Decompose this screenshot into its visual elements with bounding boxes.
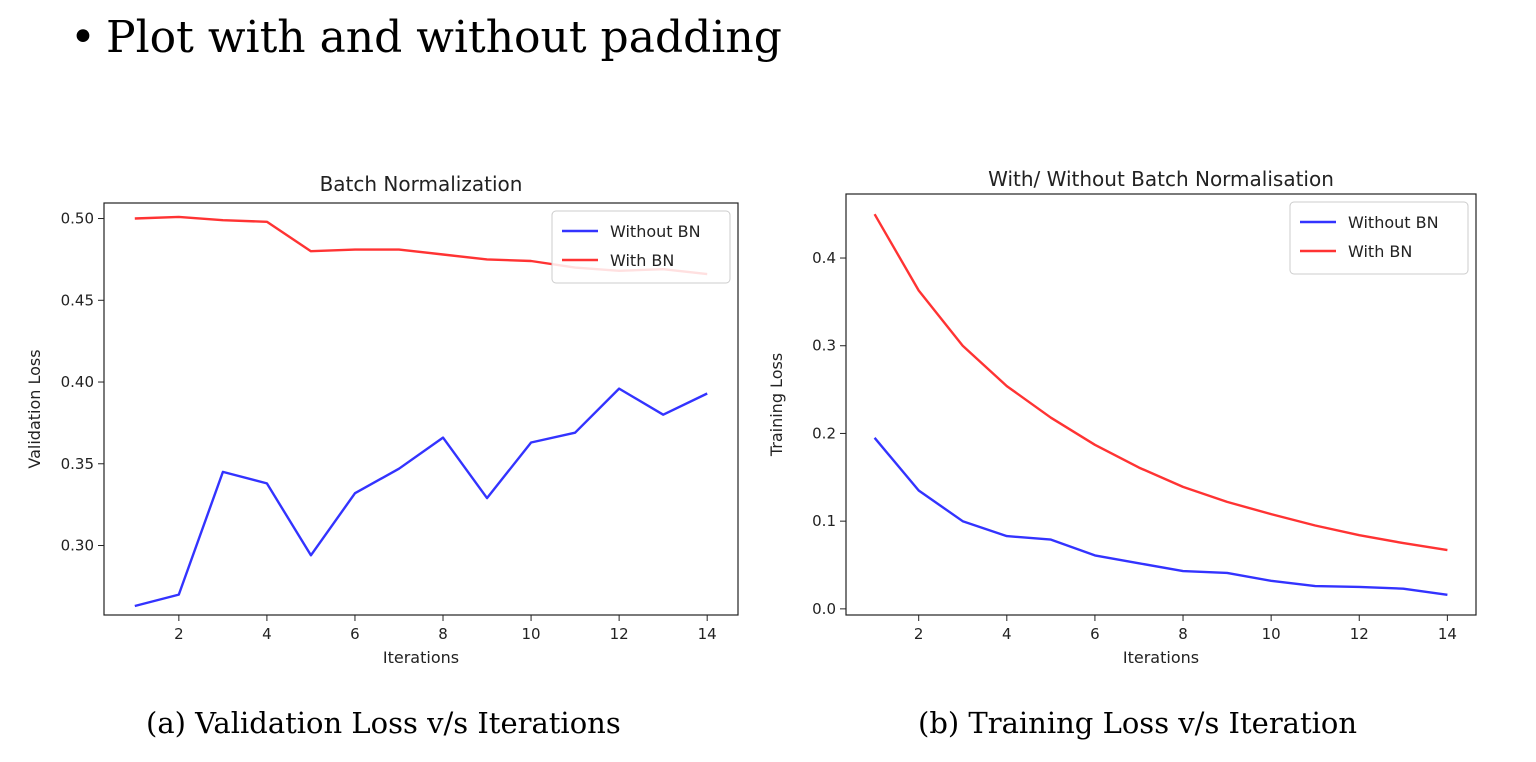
y-tick-label: 0.4: [812, 249, 836, 267]
x-tick-label: 6: [1090, 625, 1100, 643]
legend-label: With BN: [1348, 242, 1412, 261]
legend-label: Without BN: [610, 222, 701, 241]
y-tick-label: 0.40: [61, 373, 94, 391]
x-tick-label: 14: [1438, 625, 1457, 643]
y-tick-label: 0.50: [61, 210, 94, 228]
chart-title: Batch Normalization: [320, 172, 523, 196]
series-line-with-bn: [873, 213, 1448, 552]
bullet-icon: •: [70, 12, 96, 63]
series-line-without-bn: [134, 387, 708, 608]
caption-a: (a) Validation Loss v/s Iterations: [146, 706, 621, 740]
y-tick-label: 0.35: [61, 455, 94, 473]
x-tick-label: 14: [698, 625, 717, 643]
x-axis-label: Iterations: [1123, 648, 1199, 667]
caption-b: (b) Training Loss v/s Iteration: [918, 706, 1358, 740]
x-tick-label: 12: [1350, 625, 1369, 643]
x-tick-label: 2: [174, 625, 184, 643]
plot-frame: [845, 193, 1477, 616]
y-tick-label: 0.3: [812, 337, 836, 355]
slide-heading: • Plot with and without padding: [70, 12, 782, 63]
y-axis-label: Validation Loss: [25, 349, 44, 468]
chart-training-loss: With/ Without Batch Normalisation 2 4 6 8 10 1…: [767, 167, 1477, 667]
y-tick-label: 0.45: [61, 291, 94, 309]
legend-label: Without BN: [1348, 213, 1439, 232]
legend-box: [1289, 201, 1469, 275]
series-line-without-bn: [873, 437, 1448, 596]
x-tick-label: 12: [610, 625, 629, 643]
x-tick-label: 8: [438, 625, 448, 643]
legend-box: [551, 210, 731, 284]
legend-label: With BN: [610, 251, 674, 270]
y-tick-label: 0.1: [812, 512, 836, 530]
y-tick-label: 0.2: [812, 424, 836, 442]
x-tick-label: 8: [1178, 625, 1188, 643]
x-tick-label: 10: [1262, 625, 1281, 643]
x-tick-label: 4: [262, 625, 272, 643]
y-axis-label: Training Loss: [767, 353, 786, 457]
chart-validation-loss: Batch Normalization 2 4 6 8 10 12 14 0.30 0.35 0.4…: [25, 172, 739, 667]
x-axis-label: Iterations: [383, 648, 459, 667]
y-tick-label: 0.30: [61, 537, 94, 555]
x-tick-label: 2: [914, 625, 924, 643]
x-tick-label: 4: [1002, 625, 1012, 643]
x-tick-label: 6: [350, 625, 360, 643]
x-tick-label: 10: [522, 625, 541, 643]
chart-title: With/ Without Batch Normalisation: [988, 167, 1334, 191]
y-tick-label: 0.0: [812, 600, 836, 618]
plot-frame: [103, 202, 739, 616]
heading-text: Plot with and without padding: [106, 12, 782, 63]
